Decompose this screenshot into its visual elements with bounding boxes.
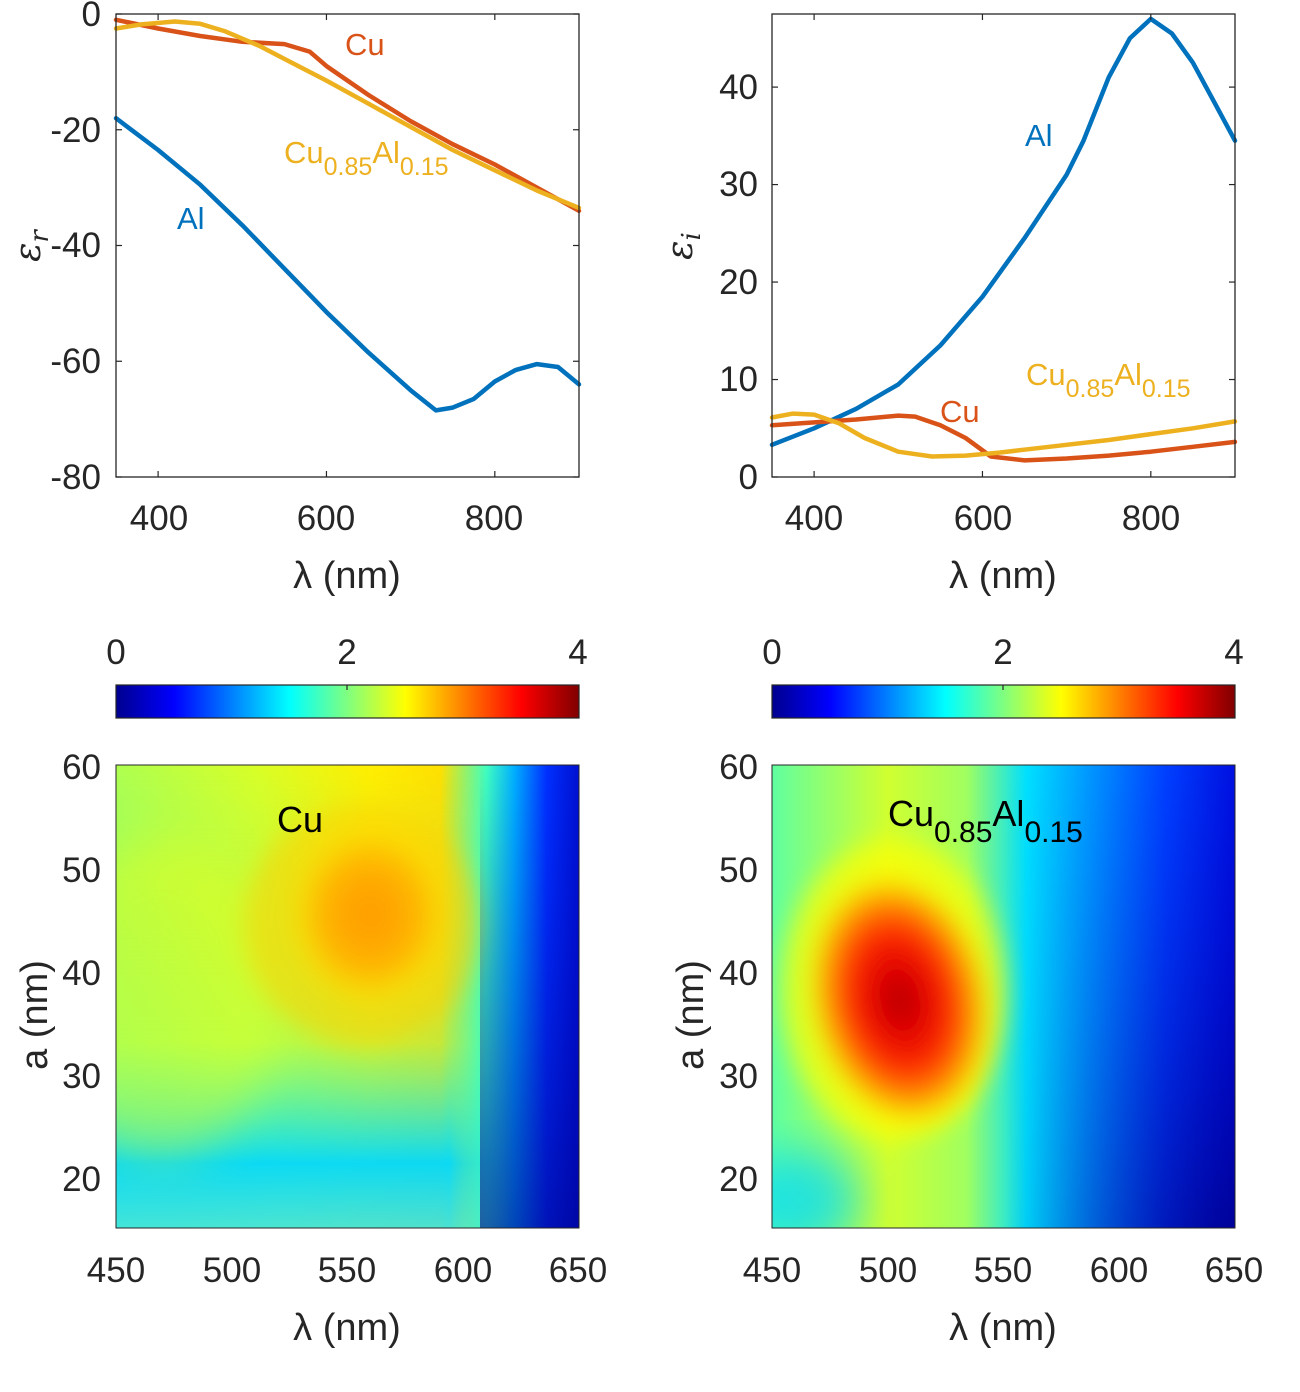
colorbar-cu-bar (115, 684, 580, 719)
heatmap-cual-ytick: 50 (719, 851, 758, 890)
heatmap-cu-axes-box (115, 764, 580, 1229)
eps-r-ytick: -40 (50, 226, 101, 265)
heatmap-cu-panel: Cu 450 500 550 600 650 20 30 40 50 60 λ … (14, 748, 607, 1349)
eps-i-label-al: Al (1025, 118, 1053, 153)
heatmap-cu-ytick: 30 (62, 1057, 101, 1096)
colorbar-cu: 0 2 4 (106, 633, 588, 719)
eps-i-ytick: 40 (719, 68, 758, 107)
eps-r-xtick: 800 (465, 499, 523, 538)
eps-i-label-cu: Cu (940, 394, 980, 429)
heatmap-cu-ytick: 50 (62, 851, 101, 890)
eps-r-tick-marks (116, 13, 579, 478)
colorbar-cual-tick: 0 (762, 633, 781, 672)
colorbar-cual-tick: 4 (1224, 633, 1243, 672)
heatmap-cu-ytick: 60 (62, 748, 101, 787)
colorbar-cu-tick: 4 (568, 633, 587, 672)
eps-r-label-cual: Cu0.85Al0.15 (284, 135, 449, 181)
eps-i-tick-marks (772, 14, 1235, 478)
series-line-cu (113, 17, 582, 214)
heatmap-cual-title: Cu0.85Al0.15 (888, 793, 1083, 849)
heatmap-cual-xlabel: λ (nm) (949, 1307, 1057, 1349)
heatmap-cu-xtick: 650 (549, 1251, 607, 1290)
eps-i-xlabel: λ (nm) (949, 555, 1057, 597)
eps-i-ytick: 10 (719, 360, 758, 399)
colorbar-cual-bar (771, 684, 1236, 719)
eps-i-ytick: 30 (719, 165, 758, 204)
eps-i-series (769, 16, 1238, 463)
series-line-cu0-85al0-15 (113, 19, 582, 211)
heatmap-cu-title: Cu (277, 799, 323, 840)
series-line-cu0-85al0-15 (769, 411, 1238, 459)
heatmap-cu-image (116, 765, 579, 1228)
eps-r-label-cu: Cu (345, 27, 385, 62)
heatmap-cu-xtick: 600 (434, 1251, 492, 1290)
eps-i-ytick: 0 (739, 458, 758, 497)
heatmap-cu-ytick: 40 (62, 954, 101, 993)
heatmap-cual-ytick: 30 (719, 1057, 758, 1096)
eps-i-xtick: 400 (785, 499, 843, 538)
eps-r-label-al: Al (177, 201, 205, 236)
eps-r-axes-box (115, 13, 580, 478)
eps-i-ylabel: εi (660, 232, 707, 260)
series-line-al (113, 115, 582, 413)
eps-i-panel: 400 600 800 0 10 20 30 40 λ (nm) εi Al C… (660, 13, 1238, 597)
eps-i-xtick: 800 (1122, 499, 1180, 538)
eps-r-xtick: 600 (297, 499, 355, 538)
colorbar-cual: 0 2 4 (762, 633, 1244, 719)
eps-r-xlabel: λ (nm) (293, 555, 401, 597)
eps-r-ytick: -20 (50, 111, 101, 150)
eps-r-xtick: 400 (130, 499, 188, 538)
eps-r-ylabel: εr (8, 229, 55, 262)
eps-i-axes-box (771, 13, 1236, 478)
heatmap-cu-xlabel: λ (nm) (293, 1307, 401, 1349)
eps-r-ytick: -80 (50, 458, 101, 497)
heatmap-cual-ytick: 20 (719, 1160, 758, 1199)
heatmap-cual-panel: Cu0.85Al0.15 450 500 550 600 650 20 30 4… (670, 748, 1263, 1349)
heatmap-cu-xtick: 550 (318, 1251, 376, 1290)
heatmap-cu-ytick: 20 (62, 1160, 101, 1199)
colorbar-cu-tick: 2 (337, 633, 356, 672)
heatmap-cual-xtick: 600 (1090, 1251, 1148, 1290)
colorbar-cu-tick: 0 (106, 633, 125, 672)
heatmap-cual-ytick: 60 (719, 748, 758, 787)
eps-r-panel: 400 600 800 0 -20 -40 -60 -80 λ (nm) εr … (8, 0, 582, 597)
heatmap-cu-ylabel: a (nm) (14, 960, 56, 1070)
heatmap-cual-xtick: 650 (1205, 1251, 1263, 1290)
colorbar-cual-tick: 2 (993, 633, 1012, 672)
heatmap-cu-xtick: 500 (203, 1251, 261, 1290)
heatmap-cual-xtick: 550 (974, 1251, 1032, 1290)
heatmap-cual-ytick: 40 (719, 954, 758, 993)
series-line-cu (769, 413, 1238, 463)
eps-r-ytick: -60 (50, 342, 101, 381)
heatmap-cual-image (772, 765, 1235, 1228)
heatmap-cu-xtick: 450 (87, 1251, 145, 1290)
series-line-al (769, 16, 1238, 448)
heatmap-cual-axes-box (771, 764, 1236, 1229)
heatmap-cual-xtick: 500 (859, 1251, 917, 1290)
heatmap-cual-ylabel: a (nm) (670, 960, 712, 1070)
eps-i-label-cual: Cu0.85Al0.15 (1026, 357, 1191, 403)
eps-i-xtick: 600 (954, 499, 1012, 538)
eps-r-ytick: 0 (82, 0, 101, 34)
eps-i-ytick: 20 (719, 263, 758, 302)
heatmap-cual-xtick: 450 (743, 1251, 801, 1290)
eps-r-series (113, 17, 582, 413)
